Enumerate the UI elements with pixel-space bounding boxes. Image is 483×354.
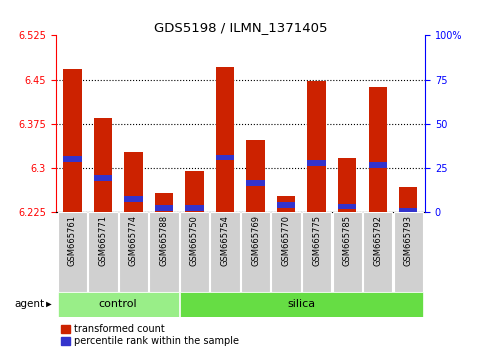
Text: GSM665793: GSM665793	[404, 215, 413, 266]
Text: GSM665770: GSM665770	[282, 215, 291, 266]
Bar	[124, 196, 142, 202]
Bar	[369, 87, 387, 212]
Bar	[63, 156, 82, 162]
FancyBboxPatch shape	[57, 292, 179, 317]
Bar	[338, 204, 356, 210]
FancyBboxPatch shape	[149, 212, 179, 292]
FancyBboxPatch shape	[302, 212, 331, 292]
Bar	[185, 171, 204, 212]
Text: control: control	[99, 299, 138, 309]
Text: GSM665785: GSM665785	[342, 215, 352, 266]
Bar	[277, 202, 295, 208]
Bar	[369, 162, 387, 168]
FancyBboxPatch shape	[363, 212, 392, 292]
Text: GSM665792: GSM665792	[373, 215, 382, 266]
Bar	[216, 155, 234, 160]
Bar	[124, 152, 142, 212]
FancyBboxPatch shape	[57, 212, 87, 292]
Text: GSM665771: GSM665771	[99, 215, 107, 266]
FancyBboxPatch shape	[180, 292, 423, 317]
Text: GSM665788: GSM665788	[159, 215, 169, 266]
Text: silica: silica	[287, 299, 315, 309]
Bar	[155, 193, 173, 212]
FancyBboxPatch shape	[180, 212, 209, 292]
Text: GSM665775: GSM665775	[312, 215, 321, 266]
FancyBboxPatch shape	[271, 212, 301, 292]
Bar	[155, 205, 173, 211]
FancyBboxPatch shape	[241, 212, 270, 292]
Text: GSM665750: GSM665750	[190, 215, 199, 266]
Bar	[185, 205, 204, 211]
Bar	[246, 180, 265, 186]
FancyBboxPatch shape	[332, 212, 362, 292]
FancyBboxPatch shape	[119, 212, 148, 292]
Bar	[216, 67, 234, 212]
FancyBboxPatch shape	[394, 212, 423, 292]
Legend: transformed count, percentile rank within the sample: transformed count, percentile rank withi…	[60, 324, 240, 347]
Bar	[94, 175, 112, 181]
Bar	[94, 118, 112, 212]
Text: agent: agent	[14, 299, 44, 309]
Bar	[277, 196, 295, 212]
Bar	[63, 69, 82, 212]
Text: GSM665754: GSM665754	[221, 215, 229, 266]
FancyBboxPatch shape	[211, 212, 240, 292]
Text: GSM665774: GSM665774	[129, 215, 138, 266]
Bar	[308, 160, 326, 166]
Bar	[399, 208, 417, 213]
Bar	[399, 187, 417, 212]
Text: GSM665761: GSM665761	[68, 215, 77, 266]
Title: GDS5198 / ILMN_1371405: GDS5198 / ILMN_1371405	[154, 21, 327, 34]
Bar	[338, 158, 356, 212]
Text: GSM665769: GSM665769	[251, 215, 260, 266]
Bar	[308, 81, 326, 212]
Bar	[246, 140, 265, 212]
FancyBboxPatch shape	[88, 212, 117, 292]
